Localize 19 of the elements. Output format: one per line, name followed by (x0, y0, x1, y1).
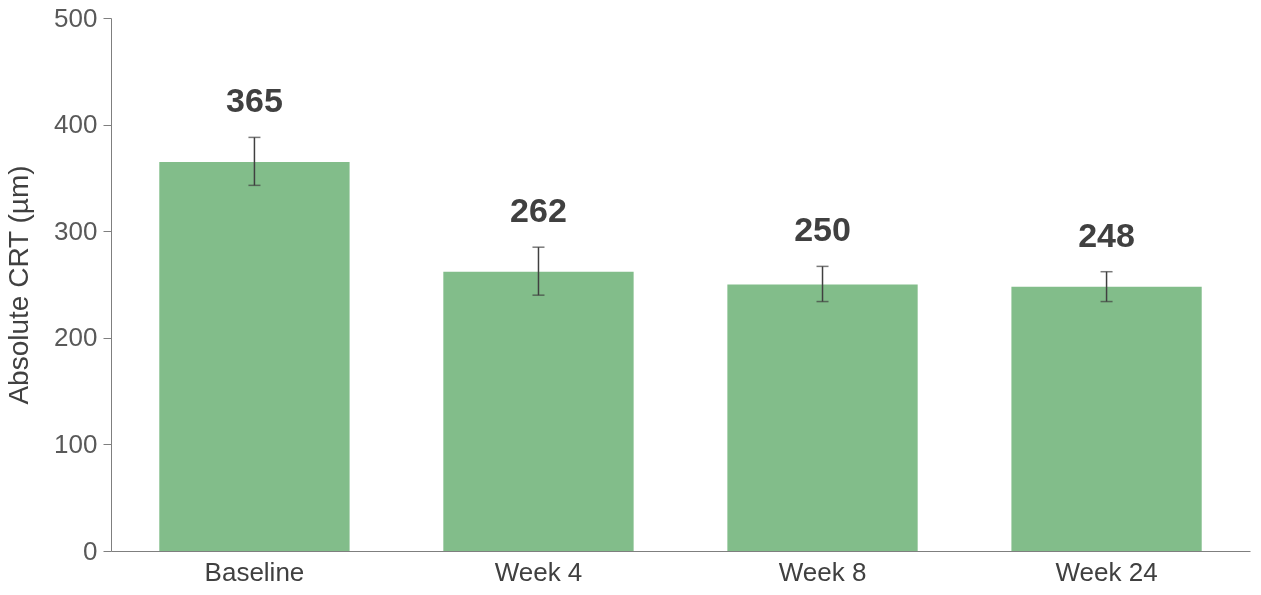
y-axis-title: Absolute CRT (µm) (3, 165, 35, 405)
y-tick-label: 400 (54, 109, 98, 140)
y-tick-label: 300 (54, 215, 98, 246)
bar (727, 284, 918, 551)
y-tick-label: 0 (83, 535, 98, 566)
data-label: 262 (510, 191, 567, 230)
data-label: 365 (226, 81, 283, 120)
y-tick-label: 200 (54, 322, 98, 353)
x-tick-label: Baseline (204, 556, 305, 587)
x-tick-label: Week 4 (494, 556, 583, 587)
x-tick-label: Week 24 (1055, 556, 1158, 587)
x-tick-label: Week 8 (778, 556, 867, 587)
bar (159, 161, 350, 551)
data-label: 250 (794, 210, 851, 249)
y-tick-label: 500 (54, 2, 98, 33)
bar (1011, 286, 1202, 551)
bar (443, 271, 634, 551)
data-label: 248 (1078, 215, 1135, 254)
y-tick-label: 100 (54, 428, 98, 459)
